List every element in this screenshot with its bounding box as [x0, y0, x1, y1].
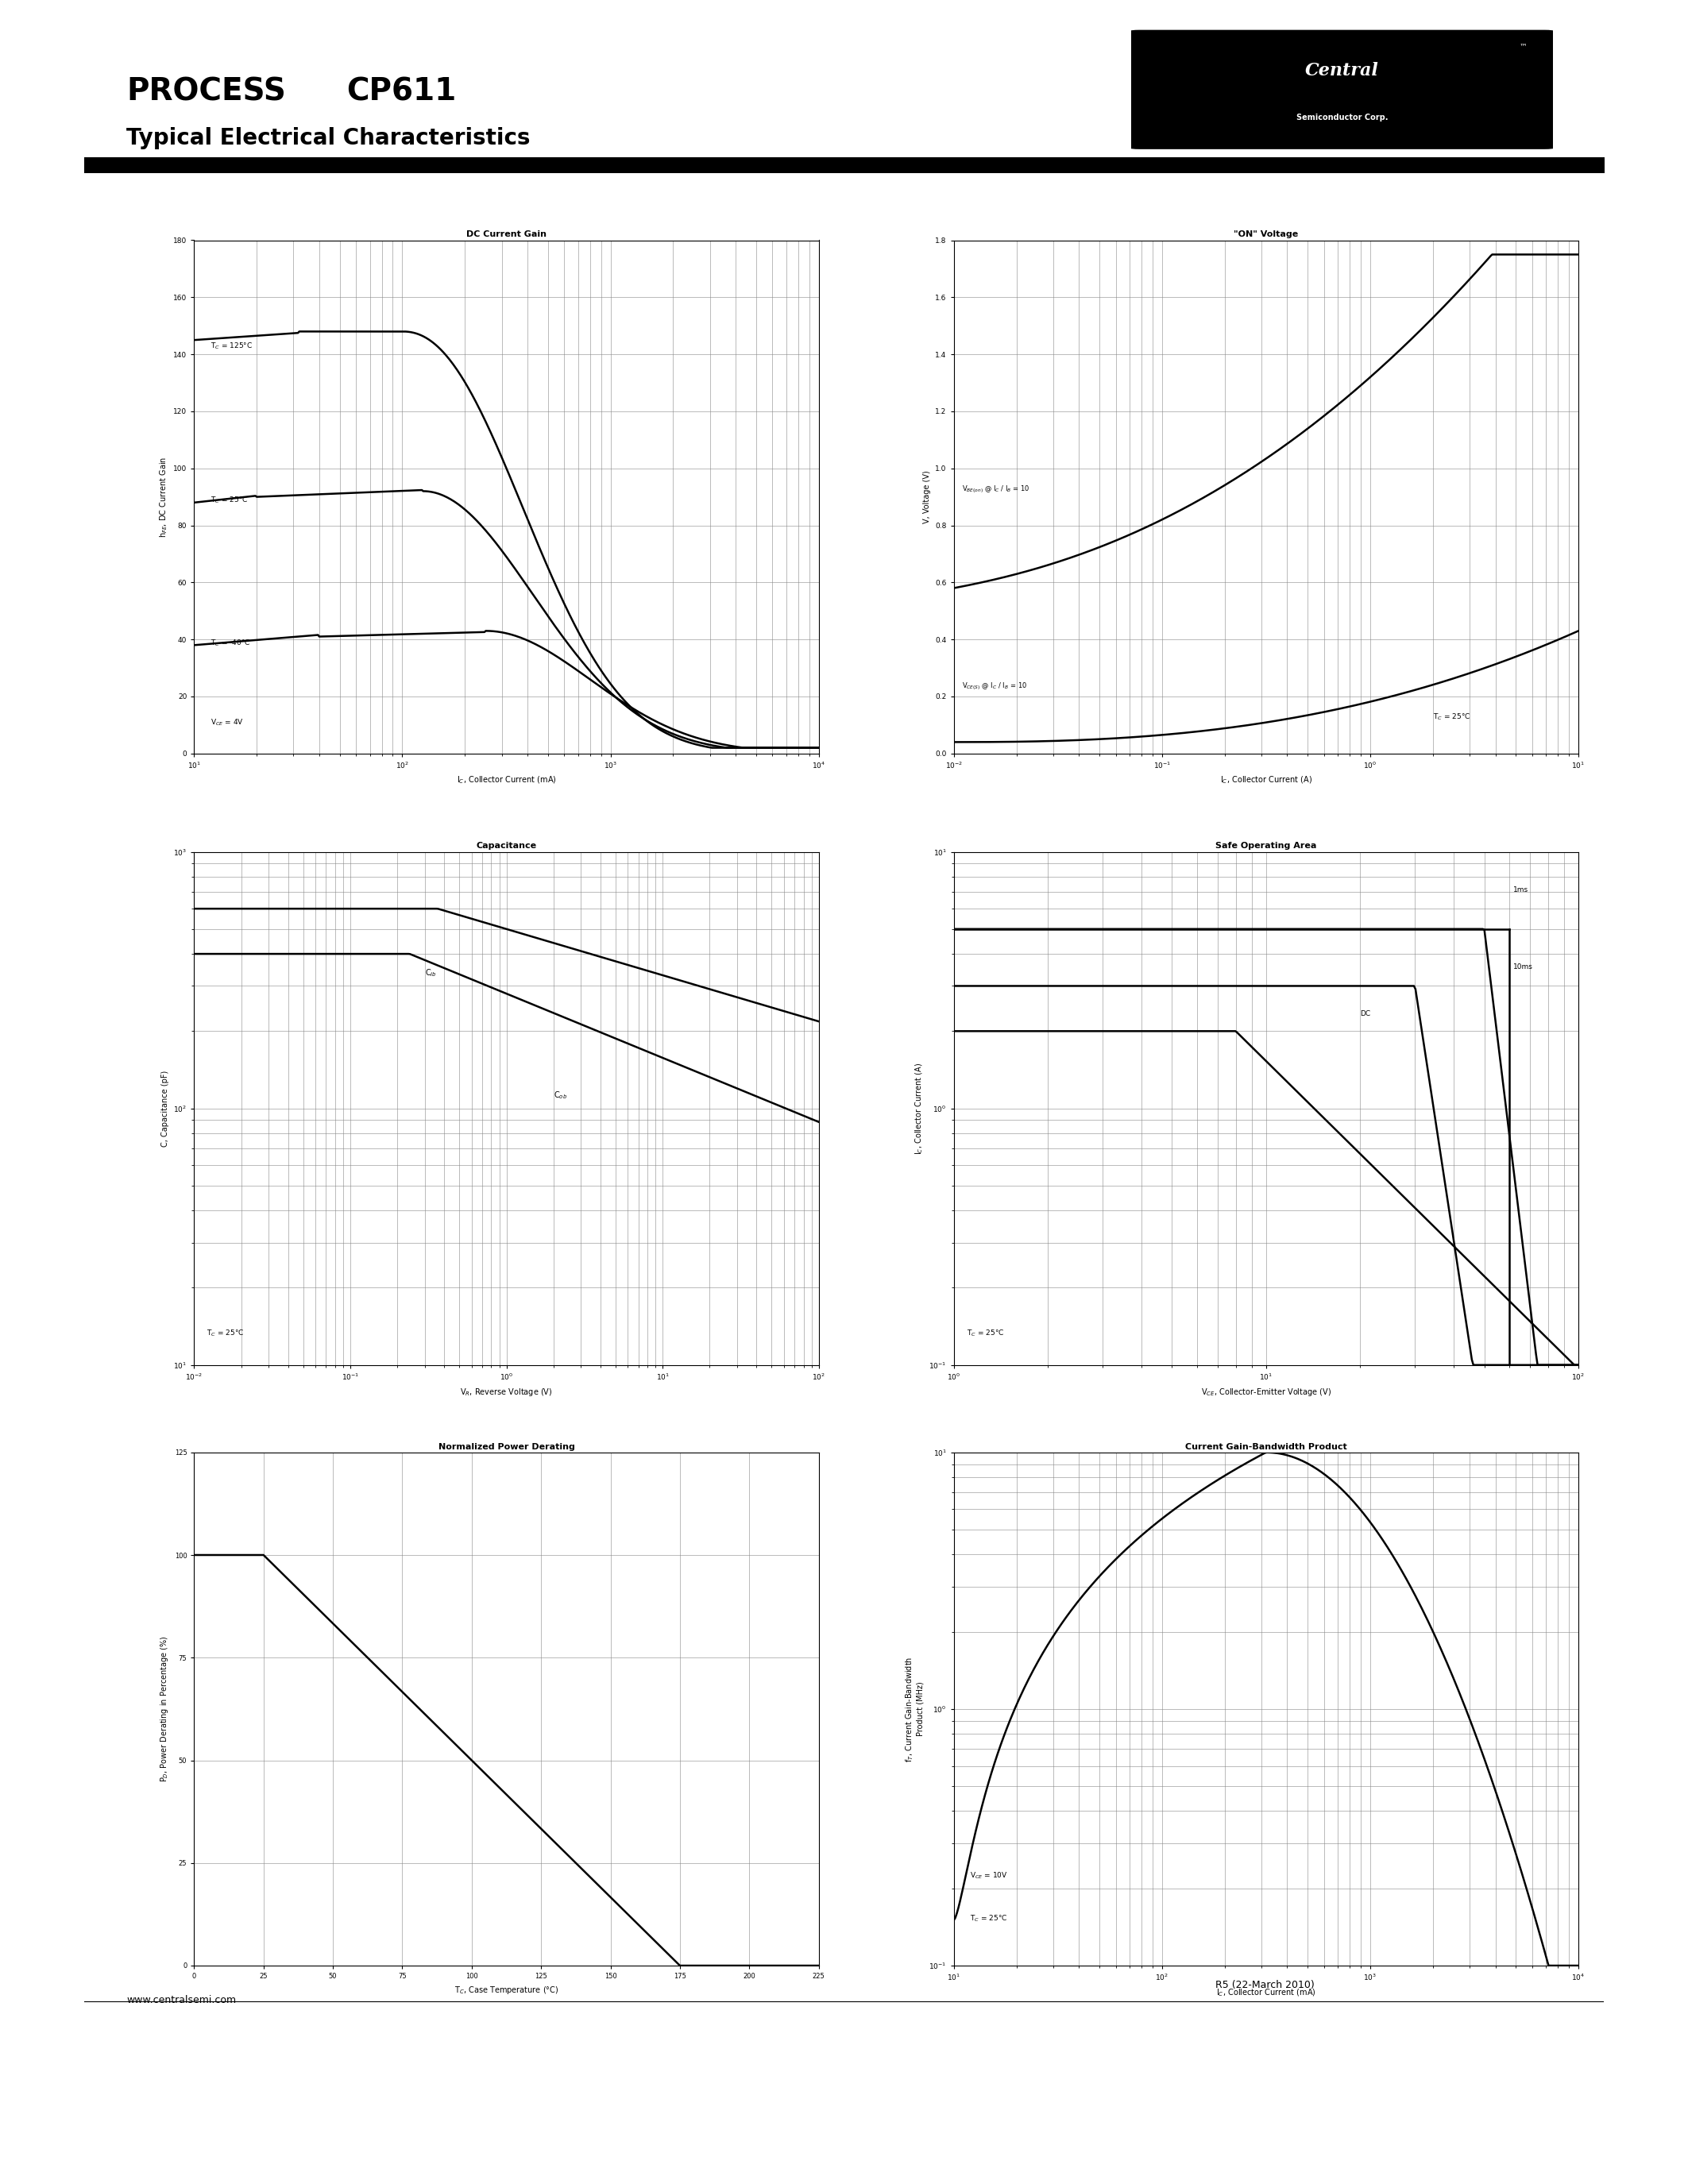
Title: Current Gain-Bandwidth Product: Current Gain-Bandwidth Product — [1185, 1444, 1347, 1450]
Text: C$_{ob}$: C$_{ob}$ — [554, 1090, 567, 1101]
Text: V$_{CE(S)}$ @ I$_C$ / I$_B$ = 10: V$_{CE(S)}$ @ I$_C$ / I$_B$ = 10 — [962, 681, 1028, 692]
Title: Safe Operating Area: Safe Operating Area — [1215, 843, 1317, 850]
Y-axis label: C, Capacitance (pF): C, Capacitance (pF) — [160, 1070, 169, 1147]
X-axis label: V$_R$, Reverse Voltage (V): V$_R$, Reverse Voltage (V) — [461, 1387, 552, 1398]
Text: T$_C$ = 25°C: T$_C$ = 25°C — [211, 496, 248, 505]
Text: V$_{CE}$ = 10V: V$_{CE}$ = 10V — [971, 1870, 1008, 1880]
Text: T$_C$ = 25°C: T$_C$ = 25°C — [1433, 712, 1470, 723]
Text: DC: DC — [1361, 1009, 1371, 1018]
Text: Semiconductor Corp.: Semiconductor Corp. — [1296, 114, 1388, 122]
Text: www.centralsemi.com: www.centralsemi.com — [127, 1994, 236, 2005]
Text: 10ms: 10ms — [1514, 963, 1533, 970]
Text: 1ms: 1ms — [1514, 887, 1529, 893]
Text: Central: Central — [1305, 61, 1379, 79]
Text: V$_{CE}$ = 4V: V$_{CE}$ = 4V — [211, 719, 245, 727]
Title: Capacitance: Capacitance — [476, 843, 537, 850]
Y-axis label: h$_{FE}$, DC Current Gain: h$_{FE}$, DC Current Gain — [159, 456, 169, 537]
X-axis label: V$_{CE}$, Collector-Emitter Voltage (V): V$_{CE}$, Collector-Emitter Voltage (V) — [1200, 1387, 1332, 1398]
Text: V$_{BE(on)}$ @ I$_C$ / I$_B$ = 10: V$_{BE(on)}$ @ I$_C$ / I$_B$ = 10 — [962, 485, 1030, 496]
X-axis label: T$_C$, Case Temperature (°C): T$_C$, Case Temperature (°C) — [454, 1985, 559, 1996]
Text: T$_C$ = 25°C: T$_C$ = 25°C — [206, 1328, 245, 1339]
Text: T$_C$ = 25°C: T$_C$ = 25°C — [967, 1328, 1004, 1339]
FancyBboxPatch shape — [1123, 31, 1561, 149]
Text: T$_C$ = 25°C: T$_C$ = 25°C — [971, 1913, 1008, 1924]
Y-axis label: P$_D$, Power Derating in Percentage (%): P$_D$, Power Derating in Percentage (%) — [159, 1636, 170, 1782]
Text: T$_C$ = -40°C: T$_C$ = -40°C — [211, 638, 252, 649]
Text: C$_{ib}$: C$_{ib}$ — [425, 968, 437, 978]
Text: R5 (22-March 2010): R5 (22-March 2010) — [1215, 1979, 1315, 1990]
Text: ™: ™ — [1519, 41, 1528, 50]
Text: CP611: CP611 — [346, 76, 456, 107]
Y-axis label: I$_C$, Collector Current (A): I$_C$, Collector Current (A) — [913, 1061, 925, 1155]
Title: DC Current Gain: DC Current Gain — [466, 232, 547, 238]
Y-axis label: V, Voltage (V): V, Voltage (V) — [923, 470, 930, 524]
X-axis label: I$_C$, Collector Current (mA): I$_C$, Collector Current (mA) — [456, 775, 557, 786]
Text: T$_C$ = 125°C: T$_C$ = 125°C — [211, 341, 253, 352]
Text: PROCESS: PROCESS — [127, 76, 287, 107]
Title: Normalized Power Derating: Normalized Power Derating — [439, 1444, 574, 1450]
Y-axis label: f$_T$, Current Gain-Bandwidth
Product (MHz): f$_T$, Current Gain-Bandwidth Product (M… — [905, 1655, 925, 1762]
Title: "ON" Voltage: "ON" Voltage — [1234, 232, 1298, 238]
Text: Typical Electrical Characteristics: Typical Electrical Characteristics — [127, 127, 530, 149]
X-axis label: I$_C$, Collector Current (mA): I$_C$, Collector Current (mA) — [1215, 1987, 1317, 1998]
X-axis label: I$_C$, Collector Current (A): I$_C$, Collector Current (A) — [1220, 775, 1312, 786]
